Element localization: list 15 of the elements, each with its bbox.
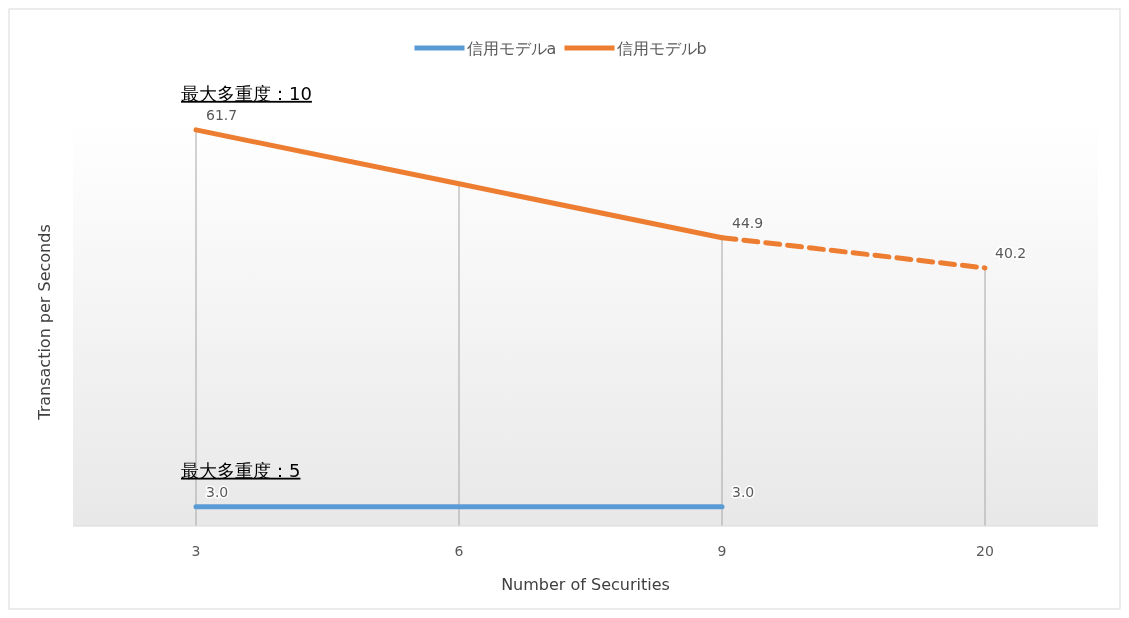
data-label: 44.9	[732, 214, 764, 231]
y-axis-title: Transaction per Seconds	[35, 224, 54, 421]
data-label: 61.7	[206, 106, 238, 123]
x-tick-label: 6	[454, 543, 464, 559]
legend-label: 信用モデルb	[616, 39, 707, 58]
x-tick-label: 3	[191, 543, 201, 559]
data-label: 3.0	[206, 483, 229, 500]
annotation: 最大多重度：5	[181, 459, 301, 481]
x-tick-label: 20	[976, 543, 994, 559]
data-label: 3.0	[732, 483, 755, 500]
data-label: 40.2	[995, 244, 1027, 261]
x-tick-label: 9	[717, 543, 727, 559]
x-axis-title: Number of Securities	[501, 575, 670, 594]
legend-label: 信用モデルa	[466, 39, 557, 58]
annotation: 最大多重度：10	[181, 82, 312, 104]
